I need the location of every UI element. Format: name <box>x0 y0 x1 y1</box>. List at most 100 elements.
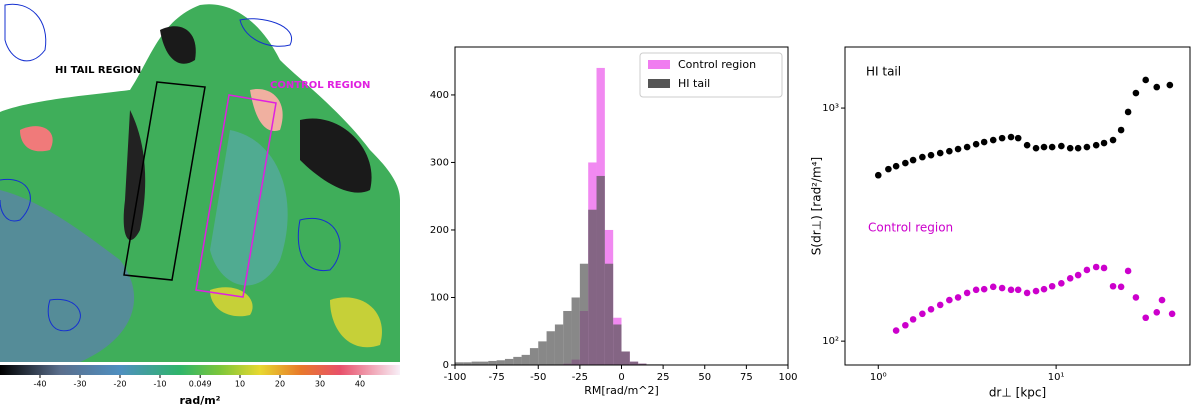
data-point <box>989 283 997 291</box>
histogram-bar <box>579 263 589 365</box>
data-point <box>927 305 935 313</box>
colorbar-label: rad/m² <box>179 394 220 407</box>
histogram-bar <box>596 175 605 365</box>
colorbar-tick-label: 20 <box>275 380 285 389</box>
x-tick-label: 0 <box>618 372 624 383</box>
histogram-bar <box>496 360 505 365</box>
histogram-bar <box>638 363 647 365</box>
data-point <box>1100 264 1108 272</box>
histogram-bar <box>621 351 630 365</box>
x-tick-label: -75 <box>488 372 504 383</box>
data-point <box>1014 286 1022 294</box>
x-tick-label: 10⁰ <box>870 372 887 383</box>
y-tick-label: 300 <box>430 157 449 168</box>
colorbar-tick-label: 0.049 <box>189 380 212 389</box>
data-point <box>927 151 935 159</box>
colorbar-tick-label: 10 <box>235 380 245 389</box>
data-point <box>972 140 980 148</box>
histogram-bar <box>463 362 472 365</box>
data-point <box>1040 143 1048 151</box>
legend-label: HI tail <box>678 77 710 90</box>
colorbar-tick-label: -20 <box>113 380 126 389</box>
data-point <box>1066 275 1074 282</box>
y-tick-label: 10² <box>822 336 839 347</box>
x-tick-label: -50 <box>530 372 546 383</box>
histogram-bar <box>588 209 597 365</box>
annotation: CONTROL REGION <box>270 80 370 91</box>
x-tick-label: 50 <box>698 372 711 383</box>
data-point <box>989 136 997 144</box>
data-point <box>1014 134 1022 142</box>
colorbar-tick-label: -40 <box>33 380 46 389</box>
data-point <box>1124 108 1132 116</box>
data-point <box>1083 266 1091 274</box>
data-point <box>954 145 962 153</box>
data-point <box>1092 141 1100 149</box>
histogram-bar <box>571 297 580 365</box>
data-point <box>1142 76 1150 84</box>
histogram-bar <box>513 356 522 365</box>
data-point <box>980 285 988 293</box>
colorbar-tick-label: 40 <box>355 380 365 389</box>
x-axis-label: RM[rad/m^2] <box>584 384 659 397</box>
data-point <box>1092 263 1100 271</box>
data-point <box>1023 289 1031 297</box>
data-point <box>1058 142 1065 150</box>
y-tick-label: 10³ <box>822 103 839 114</box>
data-point <box>1158 296 1166 304</box>
annotation: HI tail <box>866 65 901 79</box>
x-axis-label: dr⊥ [kpc] <box>989 386 1046 400</box>
data-point <box>1032 287 1040 295</box>
annotation: Control region <box>868 221 953 235</box>
data-point <box>1132 294 1140 301</box>
colorbar-tick-label: -30 <box>73 380 86 389</box>
y-tick-label: 100 <box>430 292 449 303</box>
data-point <box>998 134 1006 142</box>
histogram-bar <box>538 341 547 365</box>
histogram-bar <box>563 310 572 365</box>
y-tick-label: 200 <box>430 225 449 236</box>
data-point <box>1032 144 1040 152</box>
x-tick-label: 75 <box>740 372 753 383</box>
histogram-bar <box>546 331 555 365</box>
data-point <box>1117 126 1125 134</box>
data-point <box>963 143 971 151</box>
data-point <box>1109 136 1117 144</box>
x-tick-label: 100 <box>778 372 797 383</box>
data-point <box>1100 139 1108 147</box>
legend-label: Control region <box>678 58 756 71</box>
data-point <box>1048 282 1056 290</box>
data-point <box>1109 282 1117 290</box>
legend-swatch <box>648 60 670 69</box>
y-axis-label: S(dr⊥) [rad²/m⁴] <box>810 157 824 255</box>
data-point <box>1166 81 1174 89</box>
data-point <box>980 138 988 146</box>
x-tick-label: 25 <box>657 372 670 383</box>
histogram-bar <box>521 354 530 365</box>
data-point <box>1074 144 1082 152</box>
y-tick-label: 0 <box>443 360 449 371</box>
legend-swatch <box>648 79 670 88</box>
histogram-bar <box>488 360 497 365</box>
histogram-bar <box>554 324 564 365</box>
histogram-bar <box>529 348 539 365</box>
x-tick-label: -100 <box>444 372 467 383</box>
data-point <box>1074 271 1082 279</box>
data-point <box>972 286 980 294</box>
y-tick-label: 400 <box>430 90 449 101</box>
data-point <box>1142 314 1150 322</box>
histogram-bar <box>455 362 464 365</box>
axes-frame <box>844 46 1191 366</box>
data-point <box>902 159 909 167</box>
data-point <box>1153 308 1161 316</box>
colorbar <box>0 365 400 375</box>
data-point <box>954 294 962 301</box>
data-point <box>874 171 882 179</box>
data-point <box>1058 280 1065 287</box>
histogram-bar <box>629 361 639 365</box>
data-point <box>946 296 953 304</box>
data-point <box>909 316 917 323</box>
rm-map <box>0 3 400 375</box>
x-tick-label: 10¹ <box>1048 372 1065 383</box>
